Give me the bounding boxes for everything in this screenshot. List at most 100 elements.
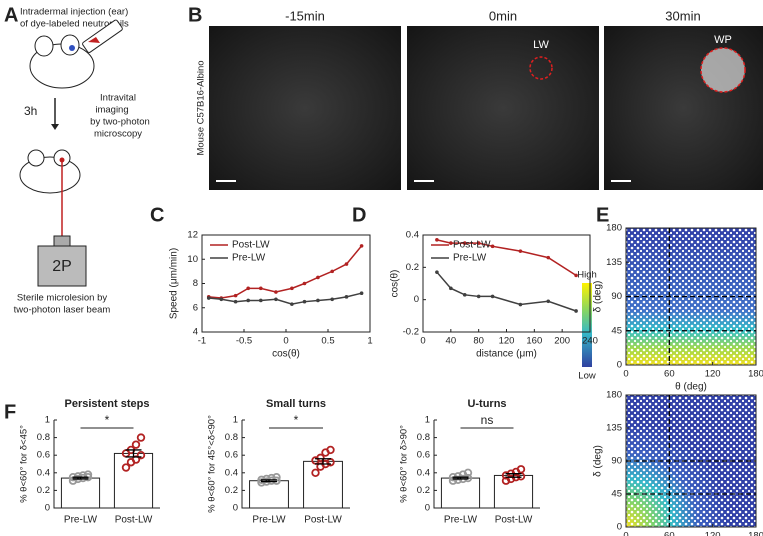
y-axis-label: % θ<60° for δ<45°	[19, 425, 30, 503]
x-tick-label: Post-LW	[115, 515, 153, 526]
line	[436, 239, 577, 277]
point	[490, 294, 495, 299]
data-point	[121, 463, 131, 472]
y-axis-label: δ (deg)	[593, 445, 604, 477]
y-axis-label: δ (deg)	[593, 281, 604, 313]
point	[476, 294, 481, 299]
point	[316, 298, 320, 303]
injection-site	[69, 45, 75, 51]
line	[436, 271, 577, 312]
frame-title: 0min	[489, 8, 517, 23]
x-tick-label: 1	[367, 336, 372, 347]
x-tick-label: 60	[664, 369, 675, 380]
y-axis-label: % θ<60° for δ>90°	[399, 425, 410, 503]
y-tick-label: 135	[606, 423, 622, 434]
x-tick-label: 0	[420, 336, 425, 347]
significance-label: ns	[481, 413, 494, 427]
significance-label: *	[105, 413, 110, 427]
y-tick-label: 0.2	[37, 485, 50, 496]
x-tick-label: 0	[623, 531, 628, 536]
plot-frame	[201, 234, 371, 333]
y-tick-label: 10	[187, 254, 198, 265]
data-point	[453, 472, 463, 481]
y-tick-label: 6	[193, 302, 198, 313]
y-tick-label: 0.8	[37, 432, 50, 443]
y-tick-label: 0.4	[225, 467, 238, 478]
schematic-text: microscopy	[94, 129, 142, 140]
x-tick-label: 120	[705, 369, 721, 380]
micrograph	[407, 26, 599, 190]
mouse-ear	[60, 34, 80, 56]
y-axis-label: % θ<60° for 45°<δ<90°	[207, 415, 218, 513]
lesion	[59, 157, 65, 163]
error-bar	[125, 449, 142, 458]
y-tick-label: 0.2	[406, 262, 419, 273]
x-tick-label: 160	[526, 336, 542, 347]
frame-title: -15min	[285, 8, 325, 23]
panel-label: F	[4, 401, 16, 423]
y-tick-label: 0	[425, 503, 430, 514]
point	[449, 241, 453, 245]
schematic-text: two-photon laser beam	[14, 305, 111, 316]
data-point	[131, 440, 141, 449]
y-tick-label: 135	[606, 257, 622, 268]
panel-label: D	[352, 204, 366, 226]
microscope	[37, 245, 87, 287]
bar	[60, 477, 101, 509]
point	[330, 297, 335, 302]
point	[259, 298, 263, 303]
colorbar-label: High	[577, 270, 597, 281]
point	[490, 244, 495, 249]
y-tick-label: 0	[233, 503, 238, 514]
y-tick-label: 0.4	[406, 230, 419, 241]
schematic-text: 3h	[24, 104, 37, 118]
point	[449, 286, 453, 291]
x-tick-label: 180	[748, 531, 763, 536]
y-tick-label: 0.4	[417, 467, 430, 478]
point	[302, 281, 307, 286]
data-point	[136, 433, 146, 442]
syringe	[82, 19, 123, 53]
y-tick-label: 0	[617, 360, 622, 371]
point	[302, 299, 307, 304]
x-axis-label: distance (μm)	[476, 349, 537, 360]
y-tick-label: 180	[606, 223, 622, 234]
y-tick-label: 0.6	[37, 450, 50, 461]
data-point	[136, 451, 146, 460]
lesion-circle	[529, 56, 553, 80]
point	[462, 293, 467, 297]
data-point	[316, 453, 325, 463]
point	[435, 270, 439, 274]
point	[274, 297, 278, 302]
line	[208, 292, 362, 305]
panel-label: C	[150, 204, 164, 226]
panel-label: B	[188, 4, 202, 26]
point	[246, 286, 250, 291]
point	[546, 299, 551, 304]
y-tick-label: 0	[617, 522, 622, 533]
x-tick-label: Pre-LW	[444, 515, 478, 526]
point	[290, 286, 294, 291]
x-tick-label: 200	[554, 336, 570, 347]
schematic: Intradermal injection (ear) of dye-label…	[14, 7, 150, 316]
x-tick-label: 80	[473, 336, 484, 347]
x-tick-label: Pre-LW	[64, 515, 98, 526]
error-bar	[72, 476, 89, 480]
mouse-ear	[34, 35, 54, 57]
frame-title: 30min	[665, 8, 700, 23]
y-tick-label: 1	[233, 415, 238, 426]
y-tick-label: 0.6	[225, 450, 238, 461]
device-label: 2P	[52, 258, 72, 275]
y-axis-label: Speed (μm/min)	[169, 248, 180, 319]
point	[290, 302, 294, 306]
y-tick-label: 90	[611, 456, 622, 467]
schematic-text: imaging	[95, 105, 128, 116]
error-bar	[315, 458, 331, 465]
bar	[493, 474, 534, 509]
error-bar	[505, 473, 522, 478]
point	[233, 299, 238, 304]
point	[359, 291, 364, 296]
point	[574, 309, 578, 313]
schematic-text: of dye-labeled neutrophils	[20, 19, 129, 30]
